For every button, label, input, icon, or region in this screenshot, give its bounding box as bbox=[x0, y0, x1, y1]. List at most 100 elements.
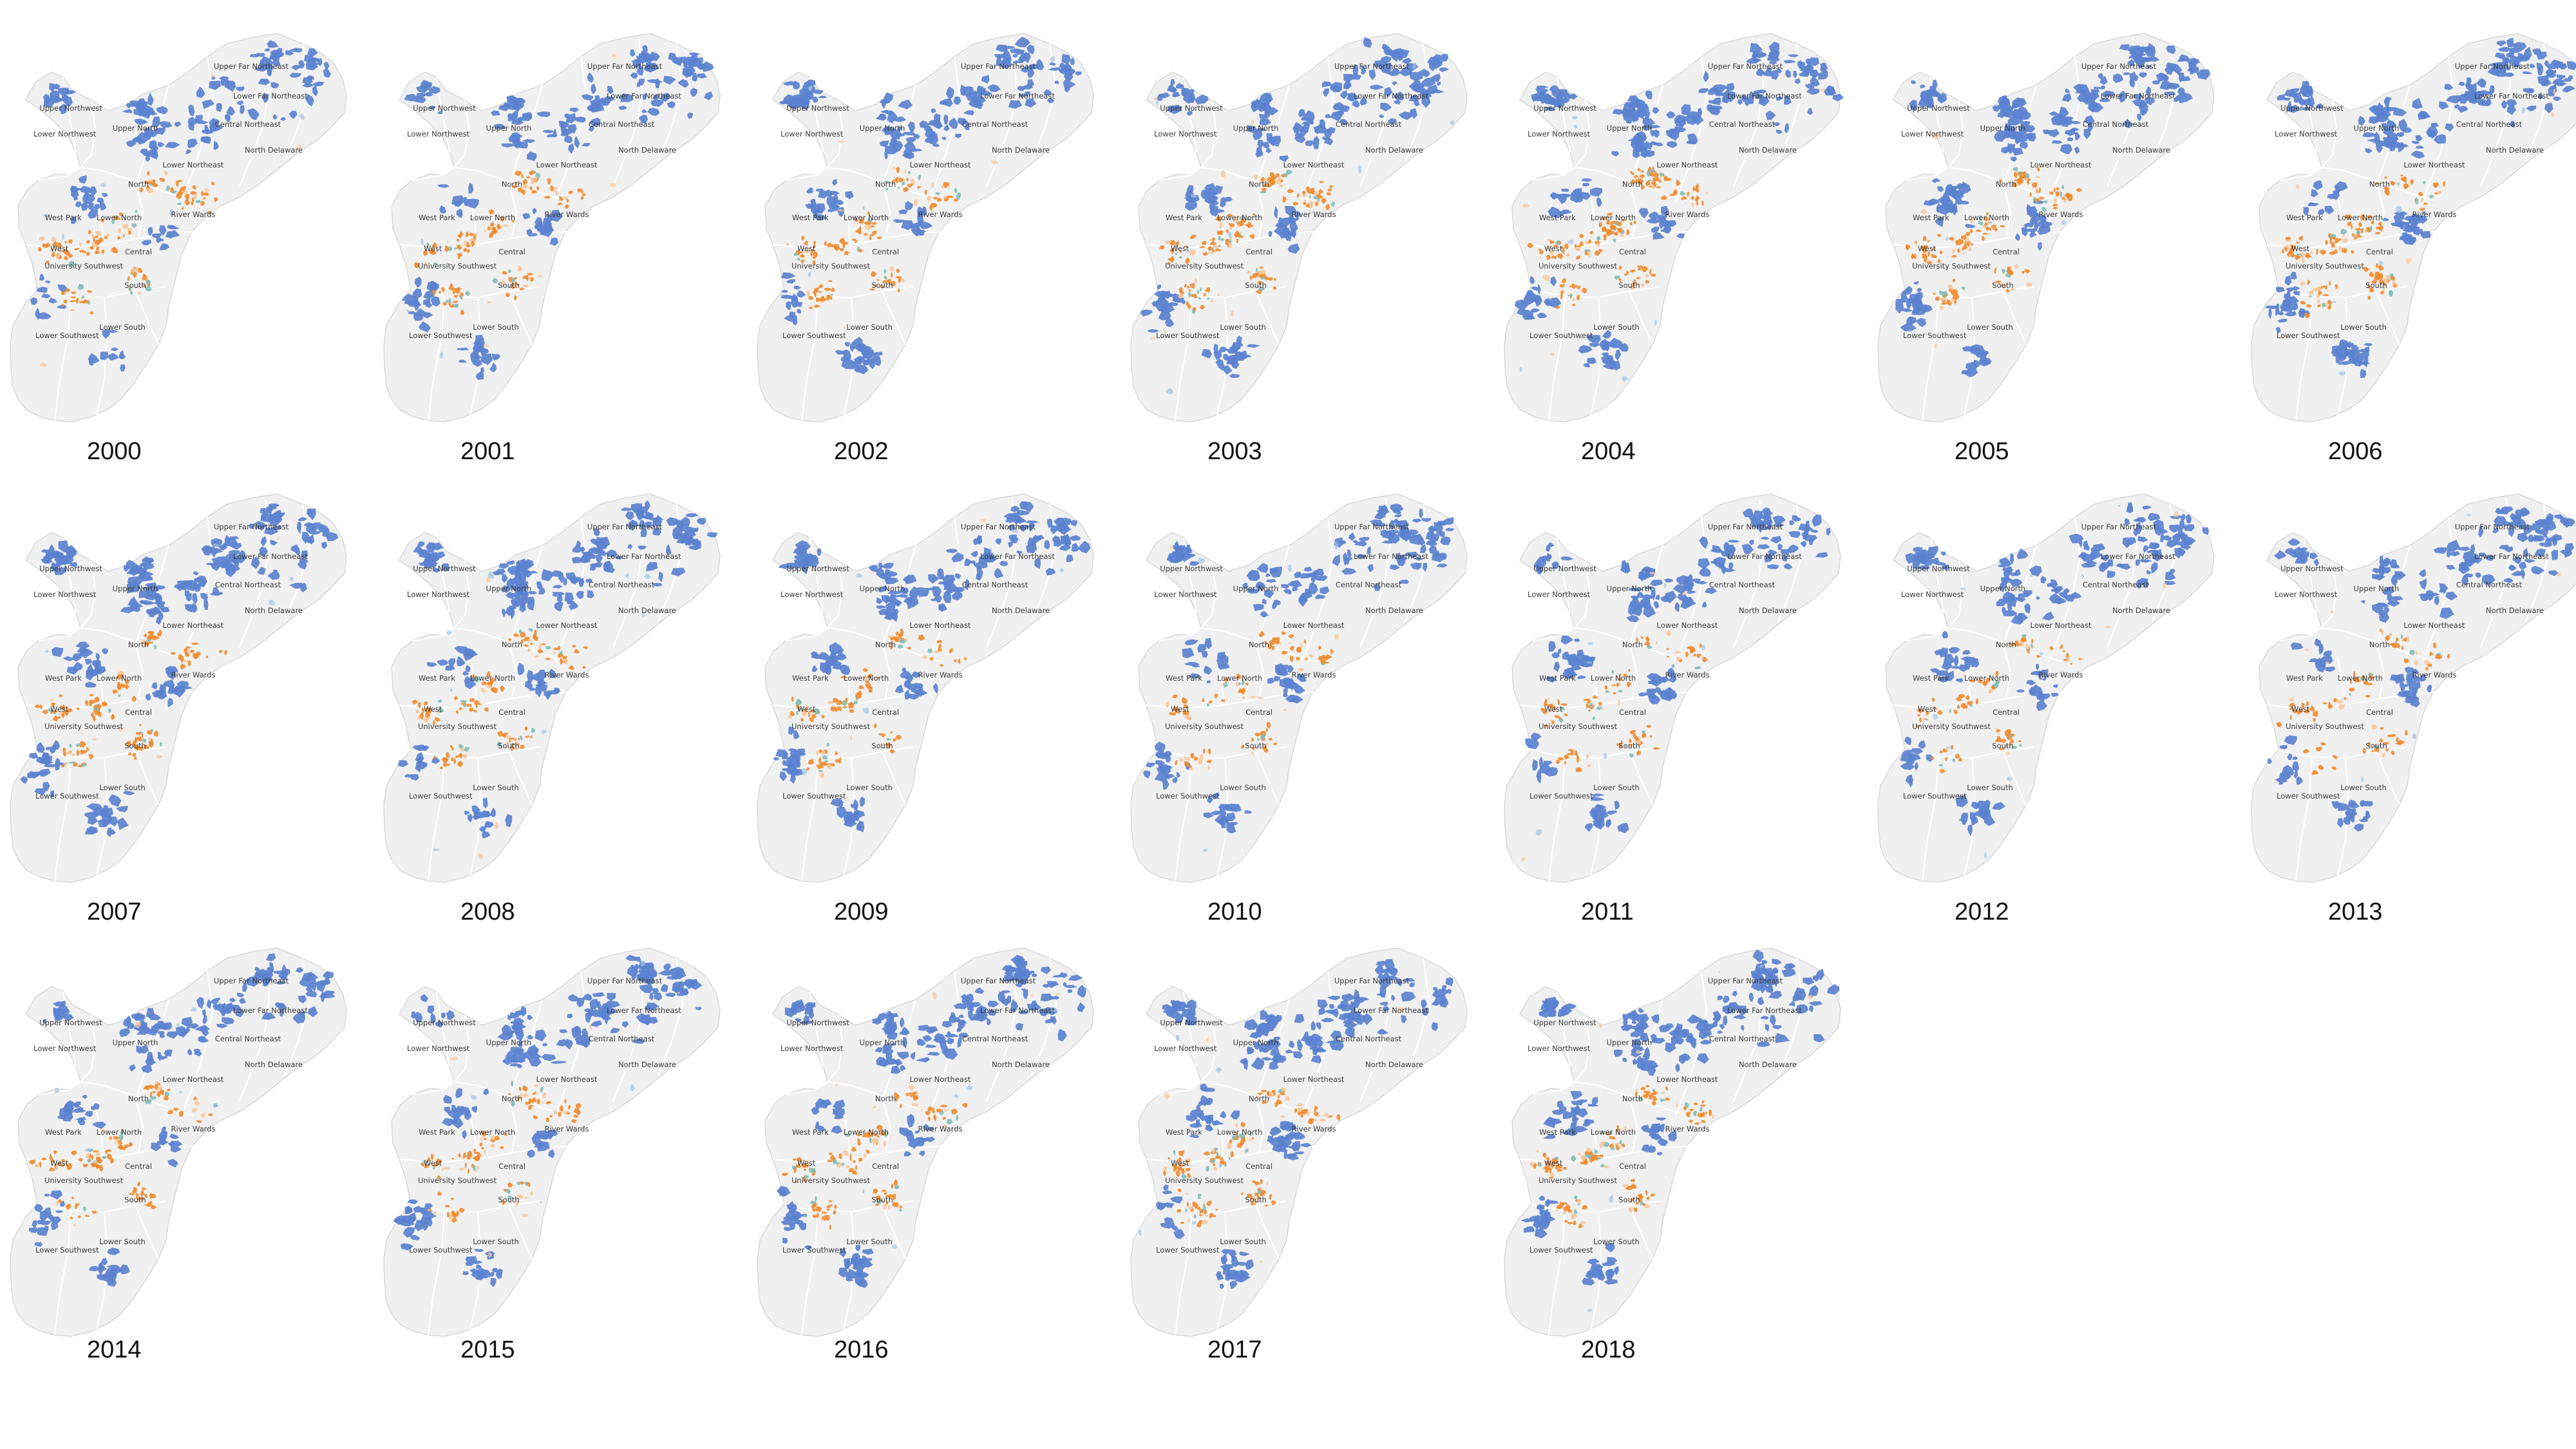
blue-tract bbox=[1804, 83, 1815, 90]
district-boundary bbox=[38, 166, 194, 202]
blue-tract bbox=[1684, 115, 1692, 118]
blue-tract bbox=[1312, 135, 1320, 150]
blue-tract bbox=[1625, 565, 1631, 574]
blue-tract bbox=[1268, 231, 1273, 237]
light-tract bbox=[213, 544, 219, 548]
orange-tract bbox=[1296, 647, 1302, 653]
blue-tract bbox=[2123, 118, 2134, 128]
orange-tract bbox=[86, 240, 90, 243]
district-label: West Park bbox=[419, 213, 455, 222]
orange-tract bbox=[2384, 176, 2387, 179]
district-boundary bbox=[1964, 297, 1976, 416]
orange-tract bbox=[1602, 708, 1604, 710]
blue-tract bbox=[468, 182, 474, 194]
orange-tract bbox=[94, 250, 100, 254]
blue-tract bbox=[1636, 112, 1644, 117]
blue-tract bbox=[2019, 141, 2029, 149]
orange-tract bbox=[149, 641, 154, 644]
orange-tract bbox=[954, 659, 957, 663]
blue-tract bbox=[1902, 750, 1912, 755]
blue-tract bbox=[914, 689, 923, 697]
blue-tract bbox=[1789, 520, 1795, 526]
district-label: Lower Southwest bbox=[1903, 331, 1967, 340]
district-label: Lower Northwest bbox=[33, 590, 97, 599]
orange-tract bbox=[1314, 193, 1317, 196]
blue-tract bbox=[2052, 684, 2058, 688]
blue-tract bbox=[2383, 96, 2390, 109]
blue-tract bbox=[505, 813, 513, 828]
blue-tract bbox=[1071, 543, 1080, 552]
light-tract bbox=[1334, 633, 1340, 640]
orange-tract bbox=[897, 186, 900, 189]
orange-tract bbox=[519, 287, 524, 290]
blue-tract bbox=[568, 603, 579, 611]
blue-tract bbox=[2522, 71, 2533, 75]
blue-tract bbox=[86, 826, 99, 834]
blue-tract bbox=[1956, 678, 1964, 683]
orange-tract bbox=[62, 714, 65, 718]
light-tract bbox=[2395, 206, 2403, 214]
blue-tract bbox=[1699, 536, 1709, 549]
blue-tract bbox=[1558, 648, 1562, 654]
orange-tract bbox=[514, 737, 516, 741]
orange-tract bbox=[1168, 258, 1172, 262]
orange-tract bbox=[1575, 285, 1578, 288]
blue-tract bbox=[964, 122, 970, 130]
orange-tract bbox=[514, 295, 517, 301]
orange-tract bbox=[1197, 290, 1200, 294]
blue-tract bbox=[2293, 303, 2298, 311]
orange-tract bbox=[1305, 185, 1311, 194]
orange-tract bbox=[138, 268, 143, 274]
orange-tract bbox=[1691, 202, 1694, 208]
orange-tract bbox=[1184, 245, 1187, 248]
light-tract bbox=[118, 726, 124, 732]
blue-tract bbox=[1606, 810, 1618, 815]
blue-tract bbox=[1379, 62, 1392, 75]
orange-tract bbox=[1654, 186, 1662, 189]
orange-tract bbox=[2351, 224, 2353, 230]
light-tract bbox=[1170, 547, 1173, 550]
district-label: South bbox=[1245, 281, 1266, 290]
blue-tract bbox=[1395, 520, 1408, 528]
district-boundary bbox=[1630, 84, 1663, 182]
blue-tract bbox=[885, 601, 896, 612]
blue-tract bbox=[554, 601, 564, 612]
blue-tract bbox=[1634, 99, 1642, 103]
blue-tract bbox=[1349, 532, 1356, 542]
blue-tract bbox=[1327, 127, 1336, 134]
blue-tract bbox=[1800, 62, 1806, 66]
blue-tract bbox=[2133, 93, 2143, 100]
blue-tract bbox=[1355, 554, 1366, 560]
blue-tract bbox=[647, 61, 653, 71]
orange-tract bbox=[2363, 217, 2369, 222]
blue-tract bbox=[1410, 562, 1422, 570]
light-tract bbox=[1535, 829, 1543, 836]
blue-tract bbox=[2136, 579, 2143, 589]
blue-tract bbox=[2180, 513, 2186, 522]
district-label: River Wards bbox=[1665, 210, 1710, 219]
blue-tract bbox=[1783, 59, 1796, 64]
blue-tract bbox=[2116, 563, 2125, 567]
orange-tract bbox=[1579, 241, 1584, 247]
blue-tract bbox=[856, 820, 865, 833]
orange-tract bbox=[520, 735, 523, 741]
blue-tract bbox=[2465, 82, 2472, 88]
orange-tract bbox=[869, 288, 875, 291]
blue-tract bbox=[954, 133, 962, 138]
blue-tract bbox=[1964, 223, 1976, 229]
blue-tract bbox=[428, 106, 435, 109]
blue-tract bbox=[1018, 524, 1030, 529]
orange-tract bbox=[787, 715, 792, 719]
blue-tract bbox=[506, 560, 515, 565]
blue-tract bbox=[1590, 187, 1602, 197]
blue-tract bbox=[646, 562, 658, 572]
orange-tract bbox=[1572, 303, 1576, 307]
blue-tract bbox=[1018, 84, 1033, 90]
orange-tract bbox=[1645, 636, 1649, 641]
blue-tract bbox=[1960, 200, 1970, 205]
orange-tract bbox=[2306, 304, 2312, 308]
orange-tract bbox=[2320, 286, 2324, 289]
blue-tract bbox=[137, 98, 146, 107]
blue-tract bbox=[2498, 46, 2512, 52]
orange-tract bbox=[184, 198, 190, 205]
